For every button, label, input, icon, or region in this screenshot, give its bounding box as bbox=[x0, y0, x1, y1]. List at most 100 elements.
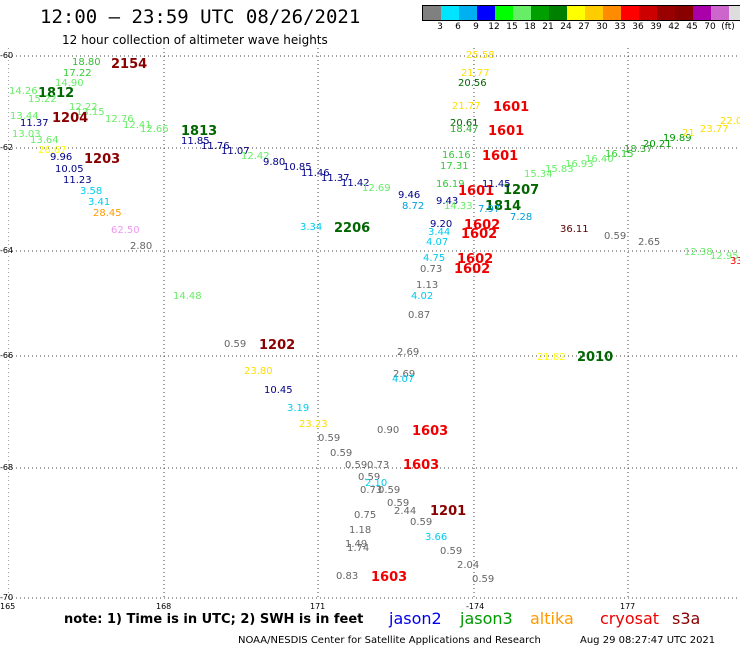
legend-label: 3 bbox=[437, 22, 443, 32]
wave-height-value: 16.93 bbox=[565, 159, 594, 170]
time-label: 1202 bbox=[259, 338, 296, 353]
time-label: 1601 bbox=[488, 124, 525, 139]
time-label: 2154 bbox=[111, 57, 148, 72]
legend-swatch bbox=[495, 6, 513, 20]
lat-label: -66 bbox=[0, 351, 14, 360]
legend-label: 15 bbox=[506, 22, 518, 32]
wave-height-value: 1.13 bbox=[416, 280, 439, 291]
time-label: 1201 bbox=[430, 504, 467, 519]
legend-label: (ft) bbox=[721, 22, 735, 32]
wave-height-value: 22.0 bbox=[720, 116, 740, 127]
wave-height-value: 14.33 bbox=[444, 201, 473, 212]
time-label: 1603 bbox=[371, 570, 408, 585]
lat-label: -64 bbox=[0, 246, 14, 255]
wave-height-value: 1.49 bbox=[345, 539, 368, 550]
wave-height-value: 17.22 bbox=[63, 68, 92, 79]
legend-swatch bbox=[531, 6, 549, 20]
wave-height-value: 11.37 bbox=[20, 118, 49, 129]
lon-label: 177 bbox=[620, 602, 636, 611]
wave-height-value: 18.37 bbox=[624, 144, 653, 155]
wave-height-value: 7.97 bbox=[478, 204, 501, 215]
legend-swatch bbox=[711, 6, 729, 20]
wave-height-value: 12.66 bbox=[140, 124, 169, 135]
legend-swatch bbox=[423, 6, 441, 20]
wave-height-value: 11.23 bbox=[63, 175, 92, 186]
wave-height-value: 12.76 bbox=[105, 114, 134, 125]
footer-timestamp: Aug 29 08:27:47 UTC 2021 bbox=[580, 635, 716, 646]
wave-height-value: 10.45 bbox=[264, 385, 293, 396]
wave-height-value: 16.16 bbox=[442, 150, 471, 161]
color-legend-bar bbox=[422, 5, 740, 21]
legend-swatch bbox=[513, 6, 531, 20]
wave-height-value: 4.75 bbox=[423, 253, 446, 264]
wave-height-value: 4.07 bbox=[426, 237, 449, 248]
wave-height-value: 13.44 bbox=[10, 111, 39, 122]
wave-height-value: 16.40 bbox=[585, 154, 614, 165]
wave-height-value: 12.38 bbox=[684, 247, 713, 258]
wave-height-value: 20.61 bbox=[450, 118, 479, 129]
wave-height-value: 12.95 bbox=[710, 251, 739, 262]
lat-label: -70 bbox=[0, 593, 14, 602]
time-label: 1812 bbox=[38, 86, 75, 101]
wave-height-value: 0.59 bbox=[330, 448, 353, 459]
legend-swatch bbox=[657, 6, 675, 20]
wave-height-value: 0.75 bbox=[354, 510, 377, 521]
time-label: 1602 bbox=[454, 262, 491, 277]
map-grid bbox=[8, 48, 738, 600]
wave-height-value: 0.59 bbox=[224, 339, 247, 350]
wave-height-value: 11.76 bbox=[201, 141, 230, 152]
wave-height-value: 8.72 bbox=[402, 201, 425, 212]
wave-height-value: 9.80 bbox=[263, 157, 286, 168]
wave-height-value: 21.82 bbox=[537, 352, 566, 363]
wave-height-value: 33 bbox=[730, 256, 740, 267]
legend-swatch bbox=[585, 6, 603, 20]
wave-height-value: 3.19 bbox=[287, 403, 310, 414]
wave-height-value: 20.21 bbox=[643, 139, 672, 150]
wave-height-value: 16.15 bbox=[605, 149, 634, 160]
wave-height-value: 0.59 bbox=[472, 574, 495, 585]
wave-height-value: 0.59 bbox=[604, 231, 627, 242]
legend-swatch bbox=[441, 6, 459, 20]
wave-height-value: 11.42 bbox=[341, 178, 370, 189]
wave-height-value: 16.19 bbox=[436, 179, 465, 190]
legend-swatch bbox=[567, 6, 585, 20]
color-legend-labels: 3 6 9 12 15 18 21 24 27 30 33 36 39 42 45 70 (ft) bbox=[422, 22, 740, 34]
wave-height-value: 19.89 bbox=[663, 133, 692, 144]
time-label: 2010 bbox=[577, 350, 614, 365]
wave-height-value: 17.31 bbox=[440, 161, 469, 172]
time-label: 2206 bbox=[334, 221, 371, 236]
wave-height-value: 13.64 bbox=[30, 135, 59, 146]
wave-height-map: -60 -62 -64 -66 -68 -70 165 168 171 -174 177 18.80 2… bbox=[0, 48, 740, 611]
wave-height-value: 9.46 bbox=[398, 190, 421, 201]
wave-height-value: 1.74 bbox=[347, 543, 370, 554]
wave-height-value: 11.37 bbox=[321, 173, 350, 184]
legend-label: 70 bbox=[704, 22, 716, 32]
wave-height-value: 21.77 bbox=[452, 101, 481, 112]
wave-height-value: 23.23 bbox=[299, 419, 328, 430]
wave-height-value: 3.34 bbox=[300, 222, 323, 233]
footnote: note: 1) Time is in UTC; 2) SWH is in fe… bbox=[64, 612, 364, 627]
time-label: 1813 bbox=[181, 124, 218, 139]
wave-height-value: 0.59 bbox=[440, 546, 463, 557]
footer-credit: NOAA/NESDIS Center for Satellite Applica… bbox=[238, 635, 541, 646]
satellite-s3a: s3a bbox=[672, 609, 701, 628]
wave-height-value: 7.28 bbox=[510, 212, 533, 223]
lon-label: -174 bbox=[466, 602, 485, 611]
lon-label: 168 bbox=[156, 602, 172, 611]
wave-height-value: 2.80 bbox=[130, 241, 153, 252]
wave-height-value: 0.87 bbox=[408, 310, 431, 321]
satellite-cryosat: cryosat bbox=[600, 609, 660, 628]
legend-label: 39 bbox=[650, 22, 662, 32]
wave-height-value: 9.20 bbox=[430, 219, 453, 230]
wave-height-value: 13.03 bbox=[12, 129, 41, 140]
wave-height-value: 28.45 bbox=[93, 208, 122, 219]
wave-height-value: 2.44 bbox=[394, 506, 417, 517]
wave-height-value: 14.48 bbox=[173, 291, 202, 302]
wave-height-value: 0.59 bbox=[410, 517, 433, 528]
wave-height-value: 0.83 bbox=[336, 571, 359, 582]
wave-height-value: 14.90 bbox=[55, 78, 84, 89]
legend-swatch bbox=[459, 6, 477, 20]
wave-height-value: 10.05 bbox=[55, 164, 84, 175]
wave-height-value: 4.07 bbox=[392, 374, 415, 385]
